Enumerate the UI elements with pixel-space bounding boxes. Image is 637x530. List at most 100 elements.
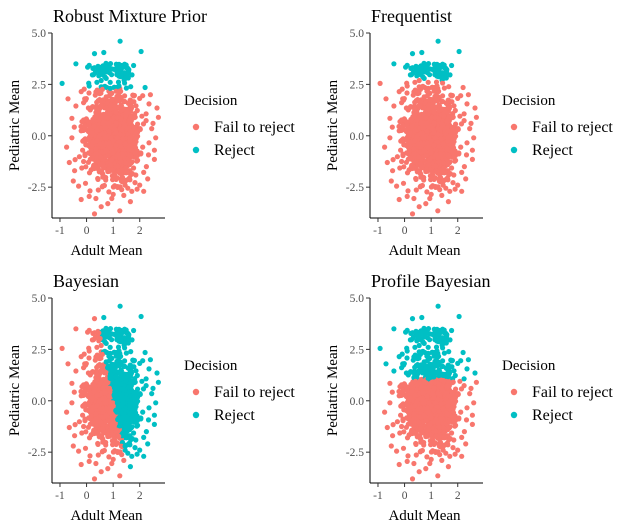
panel-2-point xyxy=(417,168,423,174)
panel-3-point xyxy=(147,357,153,363)
panel-4-point xyxy=(416,363,422,369)
panel-4-point xyxy=(459,434,465,440)
panel-1-point xyxy=(87,188,93,194)
panel-3-point xyxy=(106,385,112,391)
panel-3-point xyxy=(100,439,106,445)
panel-1-point xyxy=(59,80,65,86)
panel-1-point xyxy=(107,144,113,151)
panel-4-point xyxy=(417,433,423,439)
panel-4-point xyxy=(441,378,447,384)
panel-1-point xyxy=(92,92,98,98)
panel-4-point xyxy=(404,355,410,361)
panel-4-point xyxy=(403,370,409,376)
panel-4-point xyxy=(421,370,428,376)
panel-2-point xyxy=(460,84,466,91)
panel-3-point xyxy=(100,448,106,454)
panel-3-legend-title: Decision xyxy=(184,358,238,374)
panel-4-point xyxy=(449,358,455,364)
panel-1-point xyxy=(105,201,111,207)
panel-1-point xyxy=(94,154,100,160)
panel-4-point xyxy=(455,391,461,397)
panel-2-point xyxy=(399,158,405,165)
panel-4-point xyxy=(408,404,414,410)
panel-1-point xyxy=(141,169,147,175)
panel-1-point xyxy=(118,107,124,114)
panel-1-point xyxy=(72,157,78,163)
panel-4-point xyxy=(426,400,432,406)
panel-1-legend-key xyxy=(192,123,200,131)
panel-4-point xyxy=(414,330,420,336)
panel-4-point xyxy=(404,345,410,351)
panel-1-point xyxy=(103,114,109,120)
panel-4-point xyxy=(433,344,440,350)
panel-2-point xyxy=(421,135,427,141)
panel-4-point xyxy=(409,430,415,437)
panel-1-point xyxy=(128,153,134,159)
panel-2-point xyxy=(427,157,433,163)
panel-3-point xyxy=(110,449,116,455)
panel-2-point xyxy=(442,108,448,115)
panel-3-point xyxy=(79,430,85,436)
panel-1-point xyxy=(85,105,91,111)
panel-2-point xyxy=(434,63,441,69)
panel-2-point xyxy=(459,188,465,194)
panel-4-point xyxy=(450,379,456,385)
panel-3-point xyxy=(76,419,82,425)
panel-4-point xyxy=(435,449,441,455)
panel-4-point xyxy=(458,409,464,415)
panel-3-point xyxy=(129,337,135,343)
panel-2-point xyxy=(402,117,408,123)
panel-1-x-tick-label: 1 xyxy=(110,225,116,237)
panel-4-point xyxy=(451,368,457,374)
panel-1-point xyxy=(151,156,157,162)
panel-3-x-tick-label: -1 xyxy=(55,490,65,502)
panel-2-point xyxy=(404,80,410,86)
panel-2-point xyxy=(456,48,462,55)
panel-4-point xyxy=(425,409,431,416)
panel-2-point xyxy=(472,105,478,111)
panel-4-point xyxy=(437,416,444,423)
panel-3-point xyxy=(84,382,90,388)
panel-3-point xyxy=(73,368,79,374)
panel-4-point xyxy=(412,403,418,409)
panel-3-point xyxy=(151,412,157,418)
panel-3-point xyxy=(154,370,160,376)
panel-1-point xyxy=(94,127,100,133)
panel-1-point xyxy=(90,116,96,123)
panel-2-point xyxy=(409,165,415,172)
panel-3-point xyxy=(127,442,133,448)
panel-3-point xyxy=(117,449,123,455)
panel-1-x-tick-label: 0 xyxy=(84,225,90,237)
panel-4-title: Profile Bayesian xyxy=(371,271,490,291)
panel-2-point xyxy=(439,192,445,198)
panel-4-point xyxy=(432,379,438,386)
panel-3-x-tick-label: 0 xyxy=(84,490,90,502)
panel-3-title: Bayesian xyxy=(53,271,119,291)
panel-2-point xyxy=(396,196,402,203)
panel-3-point xyxy=(93,423,99,430)
panel-3-point xyxy=(146,405,152,411)
panel-1-point xyxy=(86,193,92,199)
panel-3-legend-key xyxy=(192,388,200,396)
panel-1-point xyxy=(153,135,159,141)
panel-3-point xyxy=(89,420,95,426)
panel-4-point xyxy=(449,327,455,334)
panel-4-point xyxy=(436,443,442,449)
panel-4-point xyxy=(413,452,419,458)
panel-1-point xyxy=(129,188,135,194)
panel-2-point xyxy=(452,158,458,164)
panel-2-point xyxy=(382,144,388,150)
panel-1-point xyxy=(106,120,112,126)
panel-3-x-axis-label: Adult Mean xyxy=(70,508,143,524)
panel-4-point xyxy=(398,412,404,418)
panel-2-point xyxy=(437,151,444,158)
panel-2-point xyxy=(409,211,416,217)
panel-1-point xyxy=(101,49,107,56)
panel-3-point xyxy=(99,351,106,357)
panel-2-point xyxy=(405,188,411,194)
panel-4-point xyxy=(416,419,422,425)
panel-3-point xyxy=(83,361,89,367)
panel-1-y-tick-label: 5.0 xyxy=(32,28,47,40)
panel-1-point xyxy=(132,150,138,156)
panel-2-point xyxy=(440,178,446,184)
